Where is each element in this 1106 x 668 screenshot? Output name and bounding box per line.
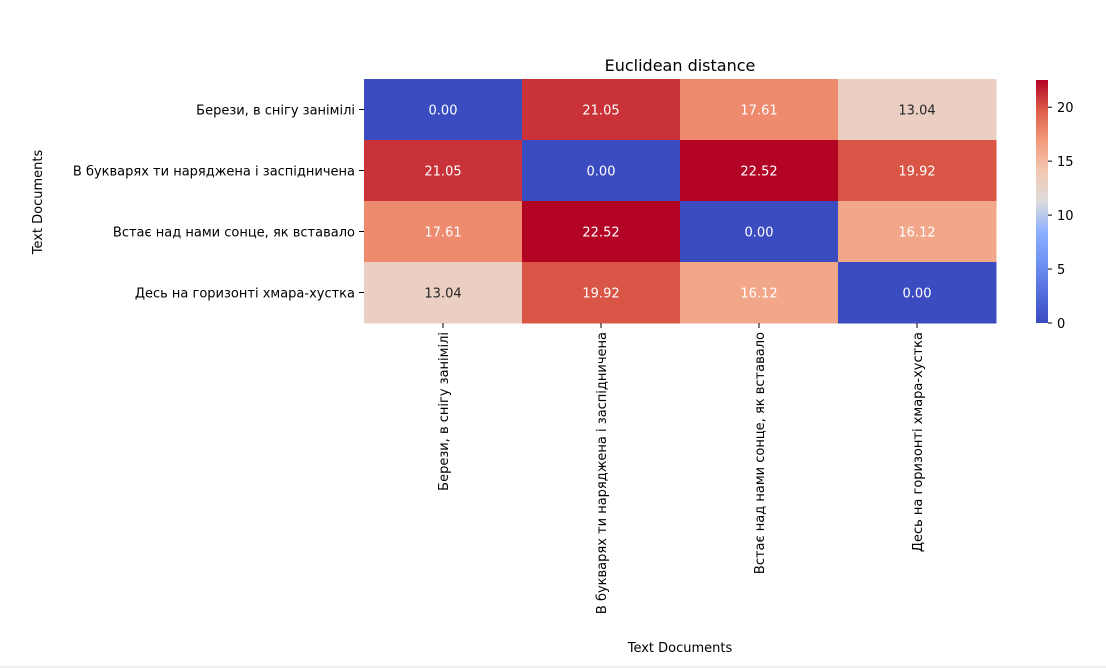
heatmap-cell	[522, 262, 681, 324]
colorbar-tick-label: 10	[1057, 209, 1074, 224]
cell-value-label: 0.00	[745, 226, 774, 241]
x-axis-label: Text Documents	[627, 641, 733, 656]
colorbar	[1036, 80, 1048, 323]
cell-value-label: 16.12	[740, 287, 777, 302]
cell-value-label: 0.00	[587, 165, 616, 180]
y-axis-label: Text Documents	[31, 150, 46, 256]
heatmap-cell	[364, 79, 523, 141]
cell-value-label: 22.52	[582, 226, 619, 241]
cell-value-label: 0.00	[429, 104, 458, 119]
heatmap-cell	[838, 201, 997, 263]
column-tick-label: Десь на горизонті хмара-хустка	[911, 332, 926, 552]
cell-value-label: 13.04	[424, 287, 461, 302]
cell-value-label: 17.61	[424, 226, 461, 241]
heatmap-cell	[838, 140, 997, 202]
cell-value-label: 17.61	[740, 104, 777, 119]
cell-value-label: 0.00	[903, 287, 932, 302]
cell-value-label: 16.12	[898, 226, 935, 241]
colorbar-tick-label: 0	[1057, 317, 1065, 332]
heatmap-cell	[364, 140, 523, 202]
row-tick-label: Берези, в снігу занімілі	[196, 104, 355, 119]
column-tick-label: Берези, в снігу занімілі	[437, 332, 452, 491]
cell-value-label: 22.52	[740, 165, 777, 180]
heatmap-cell	[680, 79, 839, 141]
heatmap-cells	[364, 79, 997, 324]
column-tick-labels: Берези, в снігу занімілі В букварях ти на…	[437, 323, 926, 614]
row-tick-label: Десь на горизонті хмара-хустка	[135, 287, 355, 302]
heatmap-cell	[522, 201, 681, 263]
colorbar-ticks: 0 5 10 15 20	[1048, 101, 1074, 332]
heatmap-cell	[364, 201, 523, 263]
cell-value-label: 19.92	[582, 287, 619, 302]
heatmap-cell	[680, 262, 839, 324]
cell-value-label: 21.05	[582, 104, 619, 119]
colorbar-tick-label: 15	[1057, 155, 1074, 170]
heatmap-cell	[680, 140, 839, 202]
cell-value-label: 19.92	[898, 165, 935, 180]
heatmap-cell	[522, 79, 681, 141]
row-tick-label: Встає над нами сонце, як вставало	[113, 226, 355, 241]
cell-value-label: 21.05	[424, 165, 461, 180]
heatmap-cell	[522, 140, 681, 202]
heatmap-value-labels: 0.00 21.05 17.61 13.04 21.05 0.00 22.52 19.92 17…	[424, 104, 935, 302]
colorbar-tick-label: 20	[1057, 101, 1074, 116]
page-bottom-rule	[0, 666, 1106, 668]
cell-value-label: 13.04	[898, 104, 935, 119]
row-tick-labels: Берези, в снігу занімілі В букварях ти на…	[73, 104, 364, 302]
row-tick-label: В букварях ти наряджена і заспідничена	[73, 165, 355, 180]
colorbar-tick-label: 5	[1057, 263, 1065, 278]
heatmap-cell	[838, 262, 997, 324]
chart-title: Euclidean distance	[605, 56, 756, 75]
column-tick-label: В букварях ти наряджена і заспідничена	[595, 332, 610, 614]
heatmap-cell	[680, 201, 839, 263]
heatmap-cell	[364, 262, 523, 324]
column-tick-label: Встає над нами сонце, як вставало	[753, 332, 768, 574]
heatmap-cell	[838, 79, 997, 141]
